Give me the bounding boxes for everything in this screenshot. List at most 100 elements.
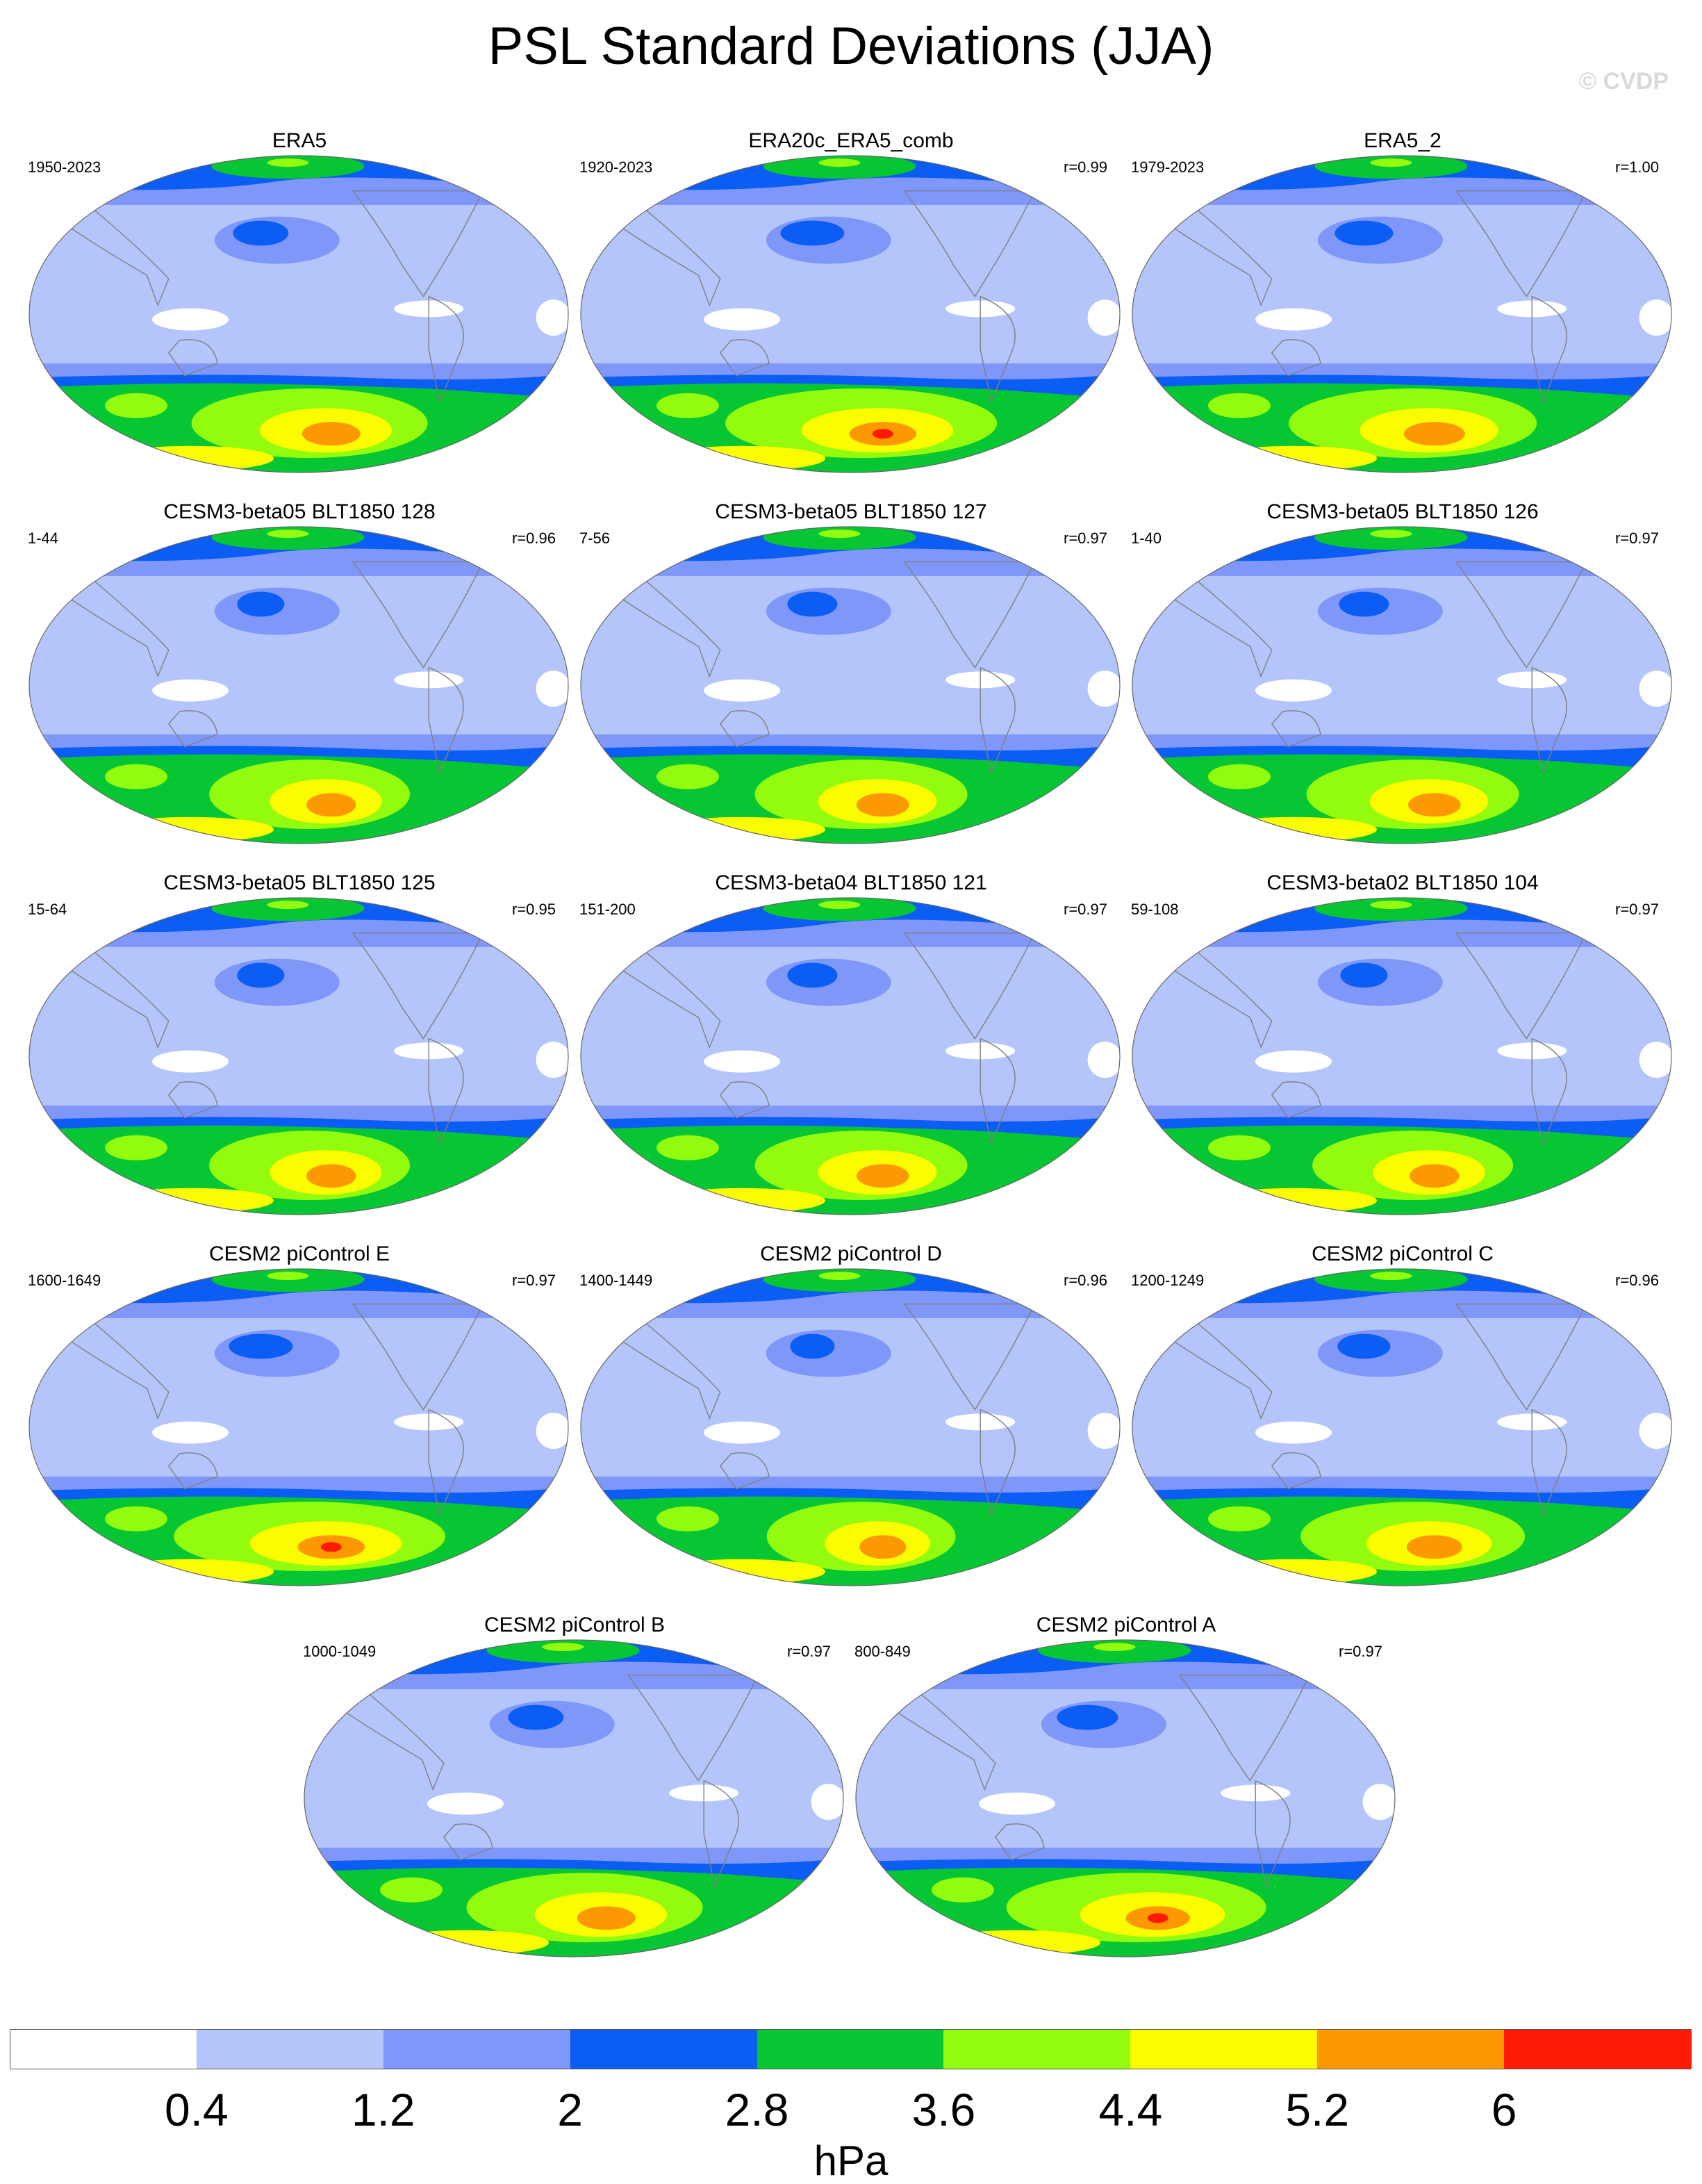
colorbar-segment xyxy=(383,2029,571,2069)
panel-years: 1600-1649 xyxy=(28,1272,101,1289)
panel-title: ERA5 xyxy=(272,129,327,152)
north-pacific-2-2.8 xyxy=(790,1333,835,1359)
arctic-cap-3.6-4.4 xyxy=(818,529,861,539)
globe-outline xyxy=(304,1639,844,1957)
tropical-patch-0.4 xyxy=(704,308,780,331)
tropical-patch-0.4 xyxy=(704,679,780,702)
map-svg xyxy=(1132,1268,1672,1586)
coastline-outline xyxy=(980,1037,1016,1147)
map-panel: ERA5_2 1979-2023 r=1.00 xyxy=(1128,129,1677,477)
coastline-outline xyxy=(167,339,218,377)
coastline-outline xyxy=(980,1409,1016,1518)
panel-title: CESM3-beta05 BLT1850 125 xyxy=(163,871,436,894)
north-pacific-2-2.8 xyxy=(1339,591,1389,617)
coastline-outline xyxy=(719,1452,770,1490)
arctic-cap-3.6-4.4 xyxy=(818,1272,861,1281)
southern-core-above-6 xyxy=(1147,1913,1168,1923)
arctic-cap-3.6-4.4 xyxy=(818,901,861,910)
antarctic-coast-4.4-5.2 xyxy=(659,1188,825,1213)
antarctic-coast-4.4-5.2 xyxy=(1210,1559,1377,1584)
colorbar-segment xyxy=(196,2029,384,2069)
colorbar-tick-label: 2 xyxy=(557,2084,584,2135)
southern-core-5.2-6 xyxy=(301,422,361,446)
north-pacific-2-2.8 xyxy=(237,591,285,617)
map-svg xyxy=(580,526,1121,844)
map-area xyxy=(28,1267,570,1591)
coastline-outline xyxy=(428,1409,464,1518)
colorbar-segment xyxy=(1504,2029,1692,2069)
globe-outline xyxy=(28,526,569,844)
southern-spot-3.6-4.4 xyxy=(1208,1506,1271,1532)
tropical-patch-0.4 xyxy=(1639,671,1671,707)
colorbar-tick-label: 5.2 xyxy=(1285,2084,1350,2135)
coastline-outline xyxy=(443,1823,493,1861)
map-area xyxy=(579,525,1121,848)
arctic-cap-3.6-4.4 xyxy=(1370,529,1412,539)
southern-core-5.2-6 xyxy=(1408,793,1461,817)
southern-spot-3.6-4.4 xyxy=(656,764,719,789)
antarctic-coast-4.4-5.2 xyxy=(1210,816,1377,842)
coastline-outline xyxy=(606,561,721,678)
globe-outline xyxy=(855,1639,1396,1957)
map-area xyxy=(579,1267,1121,1591)
panel-title: CESM2 piControl B xyxy=(484,1614,666,1636)
coastline-outline xyxy=(1531,295,1567,404)
coastline-outline xyxy=(352,561,484,668)
map-panel: CESM3-beta04 BLT1850 121 151-200 r=0.97 xyxy=(577,871,1125,1219)
antarctic-coast-4.4-5.2 xyxy=(1210,445,1377,471)
north-pacific-2-2.8 xyxy=(787,962,838,988)
tropical-patch-0.4 xyxy=(427,1792,504,1815)
panel-years: 15-64 xyxy=(28,901,67,918)
coastline-outline xyxy=(1157,932,1273,1049)
coastline-outline xyxy=(980,666,1016,775)
panel-title: CESM3-beta05 BLT1850 127 xyxy=(715,500,987,523)
antarctic-coast-4.4-5.2 xyxy=(107,445,274,471)
coastline-outline xyxy=(1271,710,1321,748)
southern-spot-3.6-4.4 xyxy=(656,393,719,418)
colorbar-tick-label: 1.2 xyxy=(351,2084,415,2135)
map-area xyxy=(28,525,570,848)
map-svg xyxy=(28,155,569,473)
coastline-outline xyxy=(719,339,770,377)
north-pacific-2-2.8 xyxy=(1057,1705,1118,1730)
map-panel: CESM3-beta05 BLT1850 125 15-64 r=0.95 xyxy=(25,871,574,1219)
tropical-patch-0.4 xyxy=(1255,308,1332,331)
map-svg xyxy=(28,1268,569,1586)
tropical-patch-0.4 xyxy=(152,308,229,331)
antarctic-coast-4.4-5.2 xyxy=(1210,1188,1377,1213)
coastline-outline xyxy=(167,1081,218,1119)
southern-core-5.2-6 xyxy=(577,1906,636,1930)
map-svg xyxy=(1132,897,1672,1215)
north-pacific-2-2.8 xyxy=(229,1333,293,1359)
panel-years: 1400-1449 xyxy=(579,1272,653,1289)
southern-spot-3.6-4.4 xyxy=(105,393,167,418)
coastline-outline xyxy=(1455,561,1587,668)
panel-title: CESM3-beta05 BLT1850 126 xyxy=(1266,500,1539,523)
tropical-patch-0.4 xyxy=(1639,1042,1671,1078)
tropical-patch-0.4 xyxy=(704,1050,780,1073)
colorbar-segment xyxy=(1317,2029,1505,2069)
coastline-outline xyxy=(1455,190,1587,297)
globe-outline xyxy=(28,1268,569,1586)
arctic-cap-3.6-4.4 xyxy=(1093,1643,1136,1652)
coastline-outline xyxy=(980,295,1016,404)
coastline-outline xyxy=(703,1780,739,1889)
colorbar-segment xyxy=(1130,2029,1319,2069)
arctic-cap-3.6-4.4 xyxy=(1370,1272,1412,1281)
map-area xyxy=(1131,154,1673,477)
panel-title: ERA20c_ERA5_comb xyxy=(748,129,954,152)
coastline-outline xyxy=(881,1674,996,1791)
southern-spot-3.6-4.4 xyxy=(932,1877,994,1903)
antarctic-coast-4.4-5.2 xyxy=(107,816,274,842)
panel-title: CESM3-beta05 BLT1850 128 xyxy=(163,500,436,523)
map-area xyxy=(579,154,1121,477)
map-panel: ERA5 1950-2023 xyxy=(25,129,574,477)
antarctic-coast-4.4-5.2 xyxy=(107,1188,274,1213)
panel-years: 1-44 xyxy=(28,529,59,547)
southern-spot-3.6-4.4 xyxy=(1208,1135,1271,1160)
panel-title: CESM2 piControl C xyxy=(1312,1242,1494,1265)
colorbar-tick-label: 6 xyxy=(1491,2084,1517,2135)
southern-core-above-6 xyxy=(320,1542,342,1552)
southern-spot-3.6-4.4 xyxy=(1208,764,1271,789)
map-area xyxy=(28,154,570,477)
